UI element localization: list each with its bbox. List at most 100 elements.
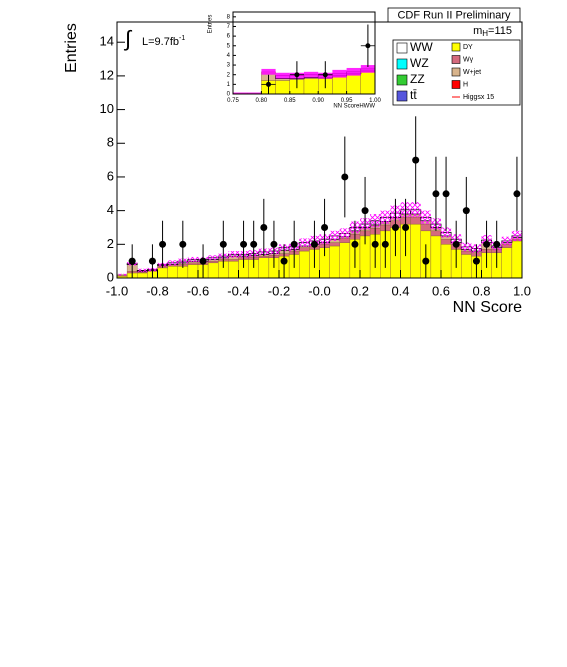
inset-uncertainty-band	[332, 69, 347, 78]
inset-uncertainty-band	[275, 72, 290, 79]
data-point	[391, 223, 399, 231]
inset-x-tick-label: 0.90	[312, 98, 324, 104]
stack-bar	[461, 254, 472, 279]
legend-swatch	[451, 55, 461, 64]
stack-bar	[329, 245, 340, 279]
stack-bar	[167, 266, 178, 279]
data-point	[199, 257, 207, 265]
y-axis-title: Entries	[63, 23, 80, 73]
stack-bar	[258, 255, 270, 258]
inset-y-tick-label: 2	[227, 72, 231, 78]
inset-stack-bar	[275, 80, 291, 95]
legend-label: Wγ	[463, 56, 474, 63]
mass-rest: =115	[488, 25, 512, 37]
inset-data-point	[266, 81, 271, 87]
inset-uncertainty-band	[247, 92, 262, 94]
legend-swatch	[396, 58, 408, 70]
inset-y-tick-label: 8	[227, 14, 231, 20]
stack-bar	[420, 223, 432, 232]
x-tick-label: -0.6	[187, 284, 209, 299]
data-point	[351, 240, 359, 248]
y-tick-label: 2	[107, 236, 114, 251]
data-point	[148, 257, 156, 265]
inset-x-tick-label: 1.00	[369, 98, 381, 104]
x-axis-title: NN Score	[453, 299, 522, 316]
stack-bar	[299, 250, 310, 279]
data-point	[452, 240, 460, 248]
stack-bar	[410, 217, 421, 225]
uncertainty-band	[167, 260, 178, 266]
inset-y-tick-label: 5	[227, 43, 231, 49]
data-point	[159, 240, 167, 248]
data-point	[260, 223, 268, 231]
data-point	[270, 240, 278, 248]
inset-data-point	[294, 72, 300, 78]
y-tick-label: 12	[100, 67, 114, 82]
y-tick-label: 10	[100, 101, 114, 116]
chart-title: CDF Run II Preliminary	[397, 9, 511, 21]
stack-bar	[440, 239, 452, 245]
stack-bar	[339, 242, 351, 279]
y-tick-label: 8	[107, 135, 114, 150]
data-point	[280, 257, 288, 265]
stack-bar	[410, 223, 421, 279]
x-tick-label: 0.4	[391, 284, 409, 299]
legend-label: ZZ	[410, 72, 425, 86]
inset-y-tick-label: 3	[227, 63, 231, 69]
legend-swatch	[451, 42, 461, 52]
inset-x-tick-label: 0.85	[284, 98, 296, 104]
lumi-sup: -1	[179, 35, 185, 42]
data-point	[493, 240, 501, 248]
legend-swatch	[396, 90, 408, 102]
inset-data-point	[365, 43, 371, 49]
data-point	[310, 240, 318, 248]
legend-swatch	[396, 42, 408, 54]
x-tick-label: -0.0	[308, 284, 330, 299]
data-point	[432, 190, 440, 198]
uncertainty-band	[137, 268, 148, 273]
y-tick-label: 0	[107, 269, 114, 284]
x-tick-label: 0.6	[432, 284, 450, 299]
stack-bar	[207, 260, 219, 264]
uncertainty-band	[461, 242, 472, 252]
uncertainty-band	[420, 210, 431, 225]
y-tick-label: 4	[107, 202, 114, 217]
inset-uncertainty-band	[360, 65, 375, 73]
stack-bar	[228, 259, 239, 262]
stack-bar	[299, 247, 310, 252]
data-point	[483, 240, 491, 248]
inset-x-axis-title: NN ScoreHWW	[333, 104, 375, 110]
uncertainty-band	[187, 256, 198, 262]
x-tick-label: 0.2	[351, 284, 369, 299]
stack-bar	[258, 257, 270, 279]
legend-label: DY	[463, 44, 473, 51]
x-tick-label: -0.2	[268, 284, 290, 299]
data-point	[341, 173, 349, 181]
mass-label: mH=115	[473, 25, 512, 38]
data-point	[513, 190, 521, 198]
uncertainty-band	[380, 210, 391, 225]
uncertainty-band	[441, 227, 452, 238]
legend-label: W+jet	[463, 69, 481, 76]
x-tick-label: 1.0	[513, 284, 531, 299]
lumi-symbol: ∫	[123, 26, 133, 51]
stack-bar	[461, 250, 472, 255]
inset-data-point	[322, 72, 328, 78]
stack-bar	[501, 247, 513, 279]
inset-y-tick-label: 6	[227, 34, 231, 40]
inset-uncertainty-band	[304, 71, 319, 78]
y-tick-label: 14	[100, 34, 114, 49]
uncertainty-band	[208, 255, 219, 261]
inset-stack-bar	[360, 71, 376, 95]
stack-bar	[228, 260, 239, 279]
legend-swatch	[396, 74, 408, 86]
data-point	[371, 240, 379, 248]
uncertainty-band	[410, 202, 421, 218]
inset-y-tick-label: 0	[227, 92, 231, 98]
legend-label: WW	[410, 40, 433, 54]
stack-bar	[187, 264, 199, 279]
inset-uncertainty-band	[233, 92, 248, 94]
data-point	[442, 190, 450, 198]
data-point	[240, 240, 248, 248]
